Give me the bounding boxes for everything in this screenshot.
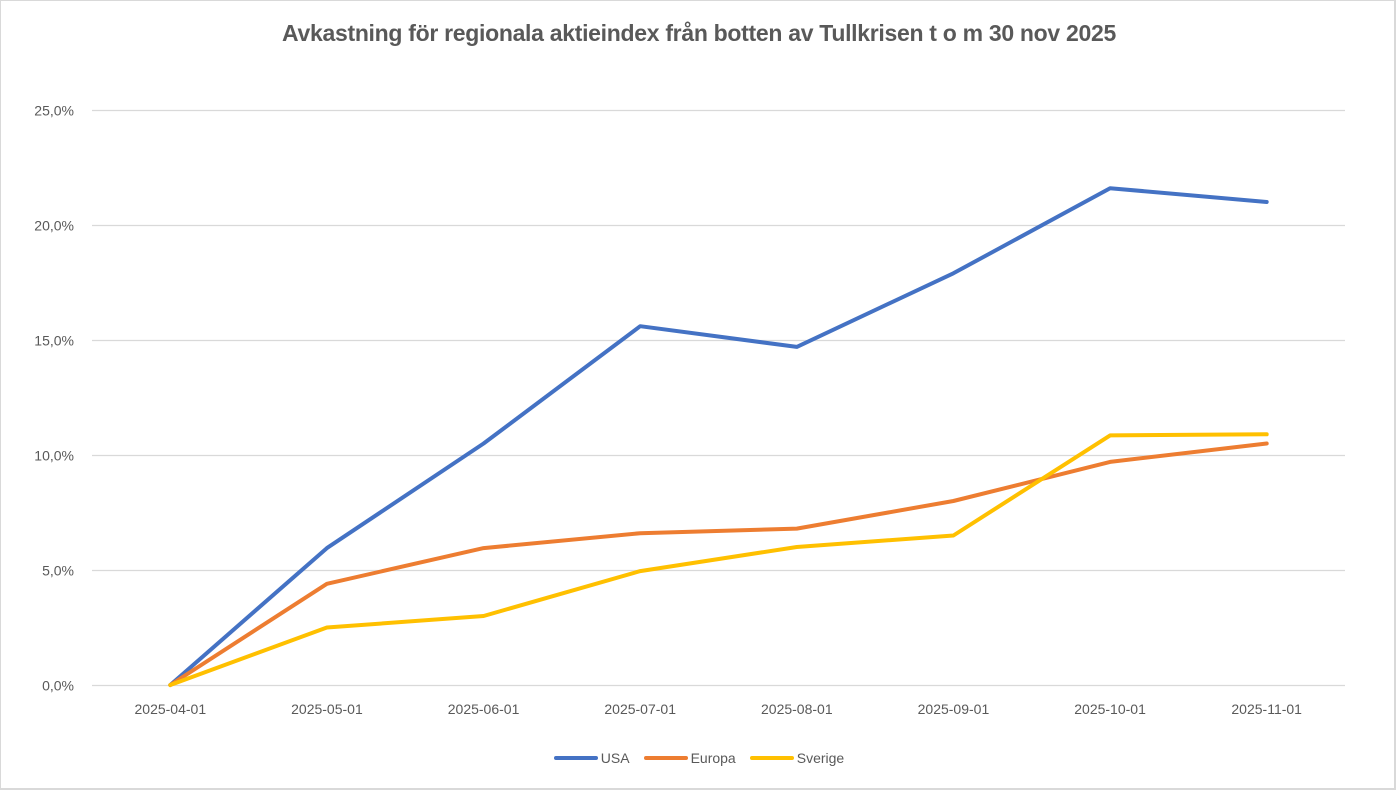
legend-item-sverige: Sverige <box>749 750 845 766</box>
x-tick-label: 2025-04-01 <box>135 701 207 717</box>
legend-item-usa: USA <box>553 750 630 766</box>
x-tick-label: 2025-09-01 <box>918 701 990 717</box>
chart-title: Avkastning för regionala aktieindex från… <box>282 20 1116 46</box>
y-tick-label: 20,0% <box>34 218 74 234</box>
legend-swatch <box>643 756 688 760</box>
x-tick-label: 2025-06-01 <box>448 701 520 717</box>
legend: USA Europa Sverige <box>0 750 1398 766</box>
series-lines <box>168 186 1269 687</box>
x-tick-label: 2025-10-01 <box>1074 701 1146 717</box>
series-line-sverige <box>168 432 1269 687</box>
legend-label: Europa <box>690 750 736 766</box>
series-line-usa <box>168 186 1269 687</box>
legend-swatch <box>749 756 794 760</box>
series-line-europa <box>168 441 1269 687</box>
y-tick-label: 15,0% <box>34 333 74 349</box>
y-axis-ticks: 0,0% 5,0% 10,0% 15,0% 20,0% 25,0% <box>34 103 74 694</box>
y-tick-label: 25,0% <box>34 103 74 119</box>
legend-item-europa: Europa <box>643 750 736 766</box>
y-tick-label: 5,0% <box>42 563 74 579</box>
y-tick-label: 10,0% <box>34 448 74 464</box>
legend-swatch <box>553 756 598 760</box>
legend-label: USA <box>600 750 630 766</box>
x-tick-label: 2025-05-01 <box>291 701 363 717</box>
x-tick-label: 2025-11-01 <box>1231 701 1302 717</box>
x-tick-label: 2025-07-01 <box>604 701 676 717</box>
legend-label: Sverige <box>796 750 845 766</box>
x-axis-ticks: 2025-04-01 2025-05-01 2025-06-01 2025-07-01… <box>135 701 1303 717</box>
x-tick-label: 2025-08-01 <box>761 701 833 717</box>
y-tick-label: 0,0% <box>42 678 74 694</box>
gridlines <box>92 109 1345 687</box>
